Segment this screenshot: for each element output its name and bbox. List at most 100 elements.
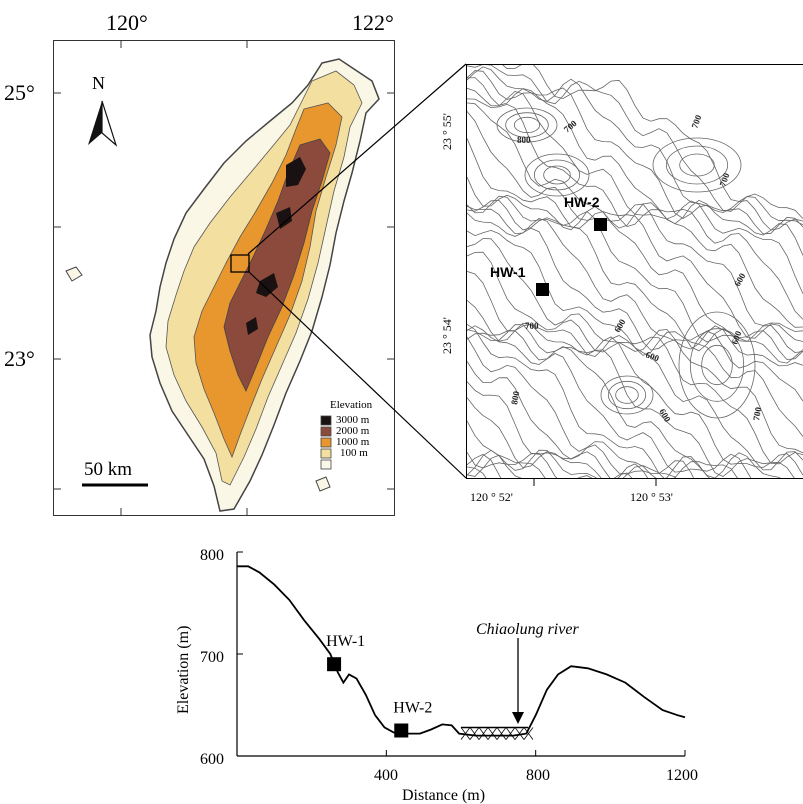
y-tick-label: 600 <box>200 751 224 768</box>
contour-line <box>467 98 803 320</box>
profile-site-marker-hw2 <box>394 723 409 738</box>
site-marker-hw2 <box>594 218 607 231</box>
map-lat-label-23: 23° <box>4 346 35 371</box>
contour-ring <box>496 107 558 143</box>
contour-ring <box>615 386 639 404</box>
contour-label: 700 <box>525 321 539 331</box>
contour-ring <box>513 116 541 134</box>
map-lon-label-120: 120° <box>106 10 148 35</box>
contour-line <box>467 323 738 478</box>
profile-site-marker-hw1 <box>327 657 342 672</box>
hatch-line <box>460 727 471 740</box>
profile-axes <box>236 552 685 757</box>
x-tick-label: 400 <box>374 767 398 784</box>
contour-line <box>467 66 803 231</box>
contour-line <box>467 205 803 367</box>
contour-ring <box>505 112 549 138</box>
contour-line <box>467 251 803 465</box>
contour-ring <box>600 375 654 415</box>
contour-map: 700 700 800 700 600 600 600 700 800 600 … <box>467 65 803 478</box>
contour-line <box>467 102 803 328</box>
taiwan-map-panel: N 50 km Elevation 3000 m 2000 m 1000 m 1… <box>53 40 395 516</box>
contour-line <box>467 212 803 402</box>
profile-line <box>237 565 686 737</box>
contour-line <box>467 195 803 361</box>
contour-line <box>467 324 795 478</box>
contour-line <box>467 300 803 476</box>
contour-label: 800 <box>517 135 531 145</box>
contour-ring <box>665 145 729 185</box>
inset-lat-label-5555: 23 ° 55' <box>440 113 454 150</box>
contour-line <box>467 70 803 235</box>
contour-line <box>467 381 677 478</box>
contour-label: 700 <box>562 118 579 135</box>
contour-line <box>467 330 781 478</box>
river-arrowhead <box>512 712 524 724</box>
contour-label: 800 <box>509 390 521 406</box>
contour-line <box>467 454 546 478</box>
inset-lon-label-5252: 120 ° 52' <box>470 490 513 504</box>
contour-label: 600 <box>644 349 661 363</box>
contour-line <box>467 336 711 478</box>
contour-ring <box>689 328 745 402</box>
profile-ticks <box>237 551 686 757</box>
contour-line <box>467 111 803 332</box>
contour-ring <box>543 165 571 185</box>
study-area-box <box>230 254 250 273</box>
river-crosshatch <box>460 726 534 740</box>
contour-label: 700 <box>751 406 763 422</box>
y-tick-label: 700 <box>200 649 224 666</box>
x-tick-label: 800 <box>526 767 550 784</box>
hatch-line <box>514 727 525 740</box>
inset-contour-panel: 700 700 800 700 600 600 600 700 800 600 … <box>466 64 803 479</box>
profile-site-label-hw1: HW-1 <box>326 633 365 650</box>
contour-line <box>467 397 649 478</box>
north-arrow <box>88 100 118 147</box>
site-label-hw1: HW-1 <box>490 264 526 280</box>
contour-ring <box>678 311 756 419</box>
contour-line <box>467 77 803 256</box>
hatch-line <box>487 727 498 740</box>
contour-line <box>467 360 694 478</box>
y-tick-label: 800 <box>200 547 224 564</box>
river-label: Chiaolung river <box>476 621 579 638</box>
contour-line <box>467 65 803 226</box>
contour-line <box>467 420 633 478</box>
contour-label: 600 <box>729 329 743 346</box>
contour-label: 600 <box>732 271 748 288</box>
hatch-line <box>523 727 534 740</box>
contour-line <box>467 199 803 364</box>
legend-label-100: 100 m <box>340 447 368 459</box>
contour-line <box>467 325 752 478</box>
contour-ring <box>652 137 742 193</box>
hatch-line <box>478 727 489 740</box>
contour-line <box>467 271 803 471</box>
legend-swatches <box>320 415 332 470</box>
inset-lon-label-5253: 120 ° 53' <box>630 490 673 504</box>
contour-ring <box>524 153 590 197</box>
contour-ring <box>533 159 581 191</box>
scale-label: 50 km <box>84 459 133 480</box>
contour-line <box>467 138 803 342</box>
y-axis-label: Elevation (m) <box>175 626 192 714</box>
islet-west <box>65 266 83 282</box>
profile-site-label-hw2: HW-2 <box>393 700 432 717</box>
inset-lon-ticks <box>533 478 657 486</box>
contour-lines <box>467 65 803 478</box>
legend-title: Elevation <box>330 399 373 411</box>
elevation-profile-chart: HW-1 HW-2 Chiaolung river 400 800 1200 8… <box>175 547 698 804</box>
inset-lat-label-5554: 23 ° 54' <box>440 317 454 354</box>
hatch-line <box>496 727 507 740</box>
contour-label: 600 <box>612 317 628 334</box>
site-marker-hw1 <box>536 283 549 296</box>
contour-label: 700 <box>689 113 703 130</box>
x-tick-label: 1200 <box>666 767 698 784</box>
contour-ring <box>679 153 715 177</box>
contour-line <box>467 238 803 454</box>
north-label: N <box>92 73 105 93</box>
x-axis-label: Distance (m) <box>402 787 485 804</box>
contour-label: 700 <box>717 171 731 188</box>
hatch-line <box>505 727 516 740</box>
site-label-hw2: HW-2 <box>564 194 600 210</box>
hatch-line <box>469 727 480 740</box>
